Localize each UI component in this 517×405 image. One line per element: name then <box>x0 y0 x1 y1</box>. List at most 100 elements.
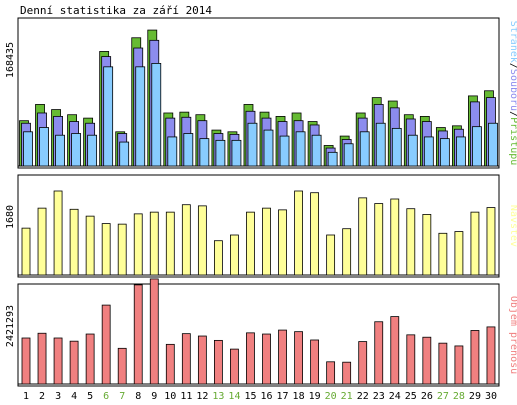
day-label-18: 18 <box>293 391 305 402</box>
bar-middle-30 <box>486 207 496 276</box>
panel-frame-top <box>17 17 500 169</box>
bar-middle-25 <box>406 208 416 276</box>
bar-bottom-8 <box>133 284 143 385</box>
bar-strnek-22 <box>359 131 370 167</box>
bar-bottom-27 <box>438 342 448 385</box>
legend-part-0: Stránek <box>508 21 517 63</box>
bar-bottom-18 <box>294 331 303 385</box>
ymax-label-middle: 1680 <box>5 205 16 229</box>
bar-middle-22 <box>358 197 368 276</box>
bar-middle-7 <box>117 223 127 276</box>
bar-bottom-26 <box>422 336 432 385</box>
bar-strnek-28 <box>455 136 466 167</box>
bar-bottom-6 <box>101 304 111 385</box>
bar-strnek-11 <box>183 133 194 167</box>
bar-strnek-16 <box>263 129 274 167</box>
day-label-15: 15 <box>244 391 256 402</box>
day-label-14: 14 <box>228 391 240 402</box>
bar-bottom-14 <box>230 348 239 385</box>
bar-bottom-15 <box>246 332 255 385</box>
day-label-10: 10 <box>164 391 176 402</box>
bar-middle-23 <box>374 203 384 276</box>
bar-middle-6 <box>101 223 111 276</box>
bar-bottom-1 <box>21 337 31 385</box>
bar-strnek-20 <box>327 151 338 167</box>
day-label-28: 28 <box>453 391 465 402</box>
bar-middle-18 <box>294 190 303 276</box>
day-label-11: 11 <box>180 391 192 402</box>
bar-strnek-4 <box>71 133 81 167</box>
bar-middle-28 <box>454 231 464 276</box>
legend-part-3: / <box>508 111 517 117</box>
legend-bottom: Objem přenosu <box>508 296 517 374</box>
bar-bottom-21 <box>342 361 352 385</box>
bar-bottom-29 <box>470 330 480 385</box>
bar-middle-1 <box>21 227 31 276</box>
panel-frame-bottom <box>17 283 500 387</box>
legend-part-4: Přístupů <box>508 117 517 165</box>
bar-bottom-12 <box>197 335 207 385</box>
bar-bottom-13 <box>213 339 223 385</box>
bar-middle-11 <box>181 204 191 276</box>
bar-middle-26 <box>422 214 432 276</box>
bar-bottom-16 <box>262 333 271 385</box>
bar-bottom-2 <box>37 332 47 385</box>
bar-middle-24 <box>390 198 400 276</box>
bar-strnek-15 <box>247 122 258 167</box>
bar-strnek-21 <box>343 143 354 167</box>
bar-strnek-10 <box>167 136 178 167</box>
bar-bottom-23 <box>374 321 384 385</box>
bar-bottom-3 <box>53 337 63 385</box>
bar-strnek-5 <box>87 134 98 167</box>
bar-bottom-22 <box>358 341 368 385</box>
day-label-13: 13 <box>212 391 224 402</box>
day-label-7: 7 <box>119 391 125 402</box>
legend-part-1: / <box>508 63 517 69</box>
bar-middle-19 <box>310 192 320 276</box>
bar-bottom-25 <box>406 334 416 385</box>
bar-middle-3 <box>53 190 63 276</box>
day-label-4: 4 <box>71 391 77 402</box>
bar-middle-13 <box>213 240 223 276</box>
bar-strnek-25 <box>407 134 418 167</box>
day-label-27: 27 <box>437 391 449 402</box>
ymax-label-bottom: 2421293 <box>5 305 16 347</box>
day-label-26: 26 <box>421 391 433 402</box>
bar-strnek-17 <box>279 135 290 167</box>
ymax-label-top: 168435 <box>5 42 16 78</box>
bar-bottom-7 <box>117 347 127 385</box>
bar-middle-10 <box>165 211 175 276</box>
bar-bottom-24 <box>390 316 400 385</box>
bar-bottom-30 <box>486 326 496 385</box>
bar-middle-9 <box>149 211 159 276</box>
bar-strnek-1 <box>23 131 33 167</box>
bar-strnek-2 <box>39 127 49 167</box>
bar-strnek-18 <box>295 131 306 167</box>
bar-middle-17 <box>278 209 287 276</box>
bar-strnek-27 <box>439 138 450 167</box>
bar-strnek-6 <box>103 66 114 167</box>
bar-strnek-7 <box>119 141 130 167</box>
day-label-29: 29 <box>469 391 481 402</box>
day-label-24: 24 <box>389 391 401 402</box>
bar-middle-12 <box>197 205 207 276</box>
bar-strnek-23 <box>375 122 386 167</box>
panel-frame-middle <box>17 174 500 278</box>
bar-middle-2 <box>37 207 47 276</box>
bar-bottom-11 <box>181 333 191 385</box>
bar-strnek-9 <box>151 63 162 167</box>
bar-strnek-30 <box>488 122 498 167</box>
bar-middle-20 <box>326 234 336 276</box>
day-label-22: 22 <box>357 391 369 402</box>
bar-bottom-17 <box>278 329 287 385</box>
bar-middle-5 <box>85 215 95 276</box>
bar-middle-27 <box>438 232 448 276</box>
day-label-25: 25 <box>405 391 417 402</box>
legend-top: Stránek/Souborů/Přístupů <box>508 21 517 166</box>
legend-part-2: Souborů <box>508 69 517 111</box>
day-label-19: 19 <box>309 391 321 402</box>
bar-strnek-3 <box>55 134 65 167</box>
day-label-1: 1 <box>23 391 29 402</box>
